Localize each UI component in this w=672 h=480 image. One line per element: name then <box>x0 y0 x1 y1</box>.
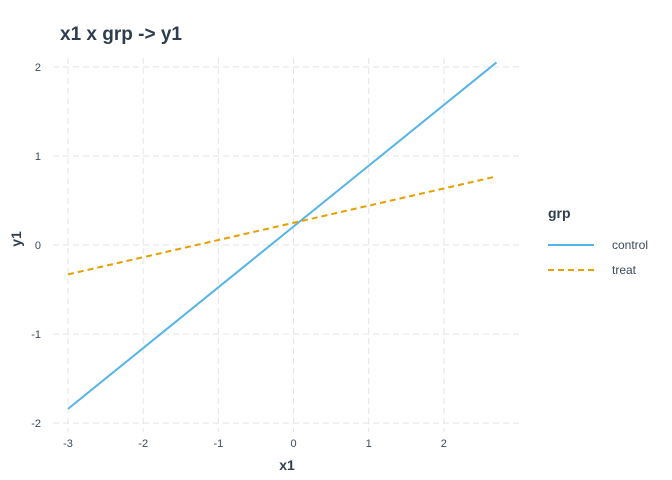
x-axis-ticks: -3 -2 -1 0 1 2 <box>63 438 447 450</box>
legend-label-treat: treat <box>612 263 637 277</box>
x-tick-label: 0 <box>290 438 296 450</box>
x-tick-label: -2 <box>138 438 148 450</box>
legend-title: grp <box>548 205 571 221</box>
x-tick-label: -3 <box>63 438 73 450</box>
x-tick-label: 1 <box>366 438 372 450</box>
series-line-control <box>67 61 498 410</box>
chart-title: x1 x grp -> y1 <box>60 24 182 45</box>
grid <box>53 58 519 432</box>
x-axis-title: x1 <box>279 457 295 473</box>
y-axis-title: y1 <box>8 231 24 247</box>
y-tick-label: 0 <box>35 240 41 252</box>
x-tick-label: -1 <box>213 438 223 450</box>
series-line-treat <box>67 175 497 276</box>
y-axis-ticks: -2 -1 0 1 2 <box>31 62 41 430</box>
legend: grp control treat <box>548 205 648 277</box>
y-tick-label: -2 <box>31 418 41 430</box>
y-tick-label: 2 <box>35 62 41 74</box>
y-tick-label: -1 <box>31 329 41 341</box>
x-tick-label: 2 <box>441 438 447 450</box>
y-tick-label: 1 <box>35 151 41 163</box>
legend-label-control: control <box>612 238 648 252</box>
series-layer <box>67 61 498 410</box>
